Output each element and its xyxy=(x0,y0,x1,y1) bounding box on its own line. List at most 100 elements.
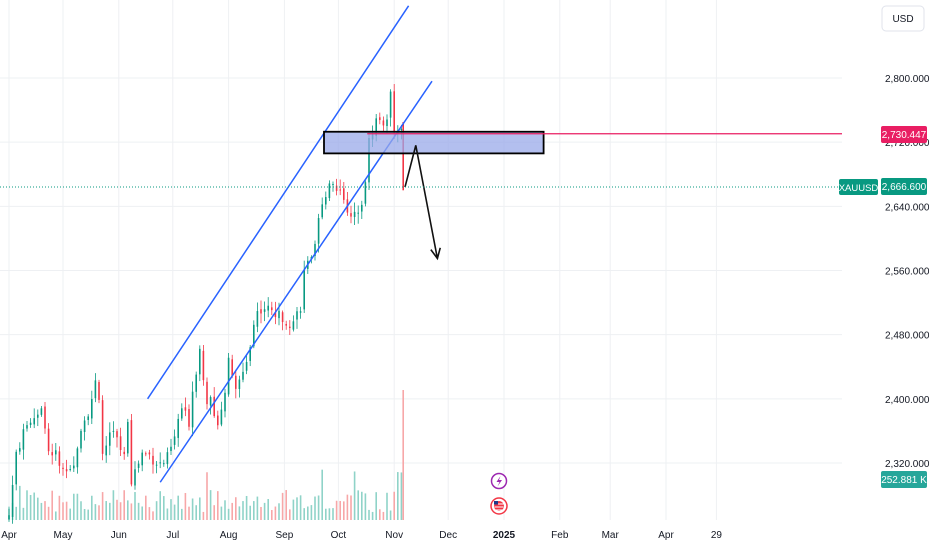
volume-bar xyxy=(19,485,21,520)
candle xyxy=(11,475,14,524)
candle xyxy=(181,403,183,421)
candle xyxy=(235,369,237,399)
time-axis: Apr May Jun Jul Aug Sep Oct Nov Dec 2025 Feb Mar Apr… xyxy=(1,530,722,541)
candle xyxy=(339,179,341,196)
volume-bar xyxy=(159,491,161,520)
volume-bar xyxy=(83,508,86,520)
volume-bar xyxy=(26,490,28,520)
volume-bar xyxy=(76,493,79,520)
volume-bar xyxy=(22,507,25,520)
volume-bar xyxy=(368,509,370,520)
volume-bar xyxy=(40,502,43,520)
volume-bar xyxy=(51,490,53,520)
candle xyxy=(191,381,194,437)
candle xyxy=(51,443,53,465)
earnings-flash-icon[interactable] xyxy=(490,472,508,490)
candle xyxy=(134,461,136,490)
volume-bar xyxy=(299,495,302,520)
event-icons xyxy=(490,472,508,515)
marked-level-tag: 2,730.447 xyxy=(881,126,927,143)
current-price-label: 2,666.600 xyxy=(882,182,927,193)
volume-bar xyxy=(314,496,316,520)
candle xyxy=(76,446,79,474)
volume-bar xyxy=(123,490,125,520)
volume-bar xyxy=(317,495,320,520)
candle xyxy=(285,320,287,330)
currency-button[interactable]: USD xyxy=(881,5,925,32)
time-tick-label: Aug xyxy=(220,530,238,541)
volume-bar xyxy=(350,495,352,520)
time-tick-label: Dec xyxy=(439,530,457,541)
volume-bar xyxy=(73,493,75,520)
symbol-label: XAUUSD xyxy=(839,183,879,194)
volume-bar xyxy=(62,502,64,520)
volume-bar xyxy=(353,471,356,520)
volume-bar xyxy=(47,506,50,520)
volume-bar xyxy=(209,490,212,520)
candle xyxy=(152,447,154,474)
volume-bar xyxy=(141,506,143,520)
time-tick-label: Sep xyxy=(276,530,294,541)
candle xyxy=(296,306,298,329)
volume-bar xyxy=(402,390,404,520)
candle xyxy=(123,446,125,460)
volume-value-label: 252.881 K xyxy=(881,475,927,486)
candle xyxy=(159,452,161,469)
candle xyxy=(62,463,64,476)
candle xyxy=(166,447,169,469)
candle xyxy=(83,416,86,441)
volume-bar xyxy=(386,492,388,520)
volume-bar xyxy=(364,493,367,520)
time-tick-label: Jul xyxy=(166,530,179,541)
volume-bar xyxy=(202,511,205,520)
candle xyxy=(195,371,197,398)
volume-bar xyxy=(325,508,327,520)
candle xyxy=(22,423,25,460)
candle xyxy=(91,390,93,425)
volume-bar xyxy=(389,510,392,520)
volume-bar xyxy=(220,506,223,520)
projection-arrow[interactable] xyxy=(404,145,439,259)
candle xyxy=(58,446,61,474)
candle xyxy=(321,197,323,220)
candle xyxy=(328,180,331,201)
candle xyxy=(220,401,223,427)
volume-bar xyxy=(91,495,93,520)
channel-upper-line[interactable] xyxy=(146,5,410,400)
candle xyxy=(37,409,39,427)
candle xyxy=(357,205,359,224)
volume-bar xyxy=(213,505,215,520)
time-tick-label: Nov xyxy=(385,530,403,541)
us-flag-event-icon[interactable] xyxy=(490,497,508,515)
volume-bar xyxy=(101,492,104,520)
volume-bar xyxy=(332,508,334,520)
volume-bar xyxy=(94,504,97,520)
candle xyxy=(350,205,352,224)
candle xyxy=(8,508,10,522)
supply-zone-box[interactable] xyxy=(323,130,545,155)
candle xyxy=(101,395,104,461)
candle xyxy=(173,429,176,450)
volume-bar xyxy=(400,472,403,520)
candle xyxy=(40,405,43,417)
candle xyxy=(65,459,68,479)
volume-bar xyxy=(166,508,169,520)
volume-bar xyxy=(339,500,341,520)
volume-bar xyxy=(173,504,176,520)
candle xyxy=(155,461,158,474)
volume-bar xyxy=(33,492,35,520)
volume-bar xyxy=(256,496,259,520)
volume-bar xyxy=(137,502,140,520)
candle xyxy=(116,428,118,448)
price-tick-label: 2,800.000 xyxy=(885,74,930,85)
candle xyxy=(267,297,269,318)
volume-bar xyxy=(87,509,89,520)
volume-bar xyxy=(177,495,179,520)
time-tick-label: Feb xyxy=(551,530,569,541)
candle xyxy=(379,112,381,125)
volume-bar xyxy=(242,501,244,520)
volume-bar xyxy=(206,472,208,520)
price-axis: 2,320.000 2,400.000 2,480.000 2,560.000 2,64… xyxy=(885,74,930,470)
candle xyxy=(238,375,241,398)
